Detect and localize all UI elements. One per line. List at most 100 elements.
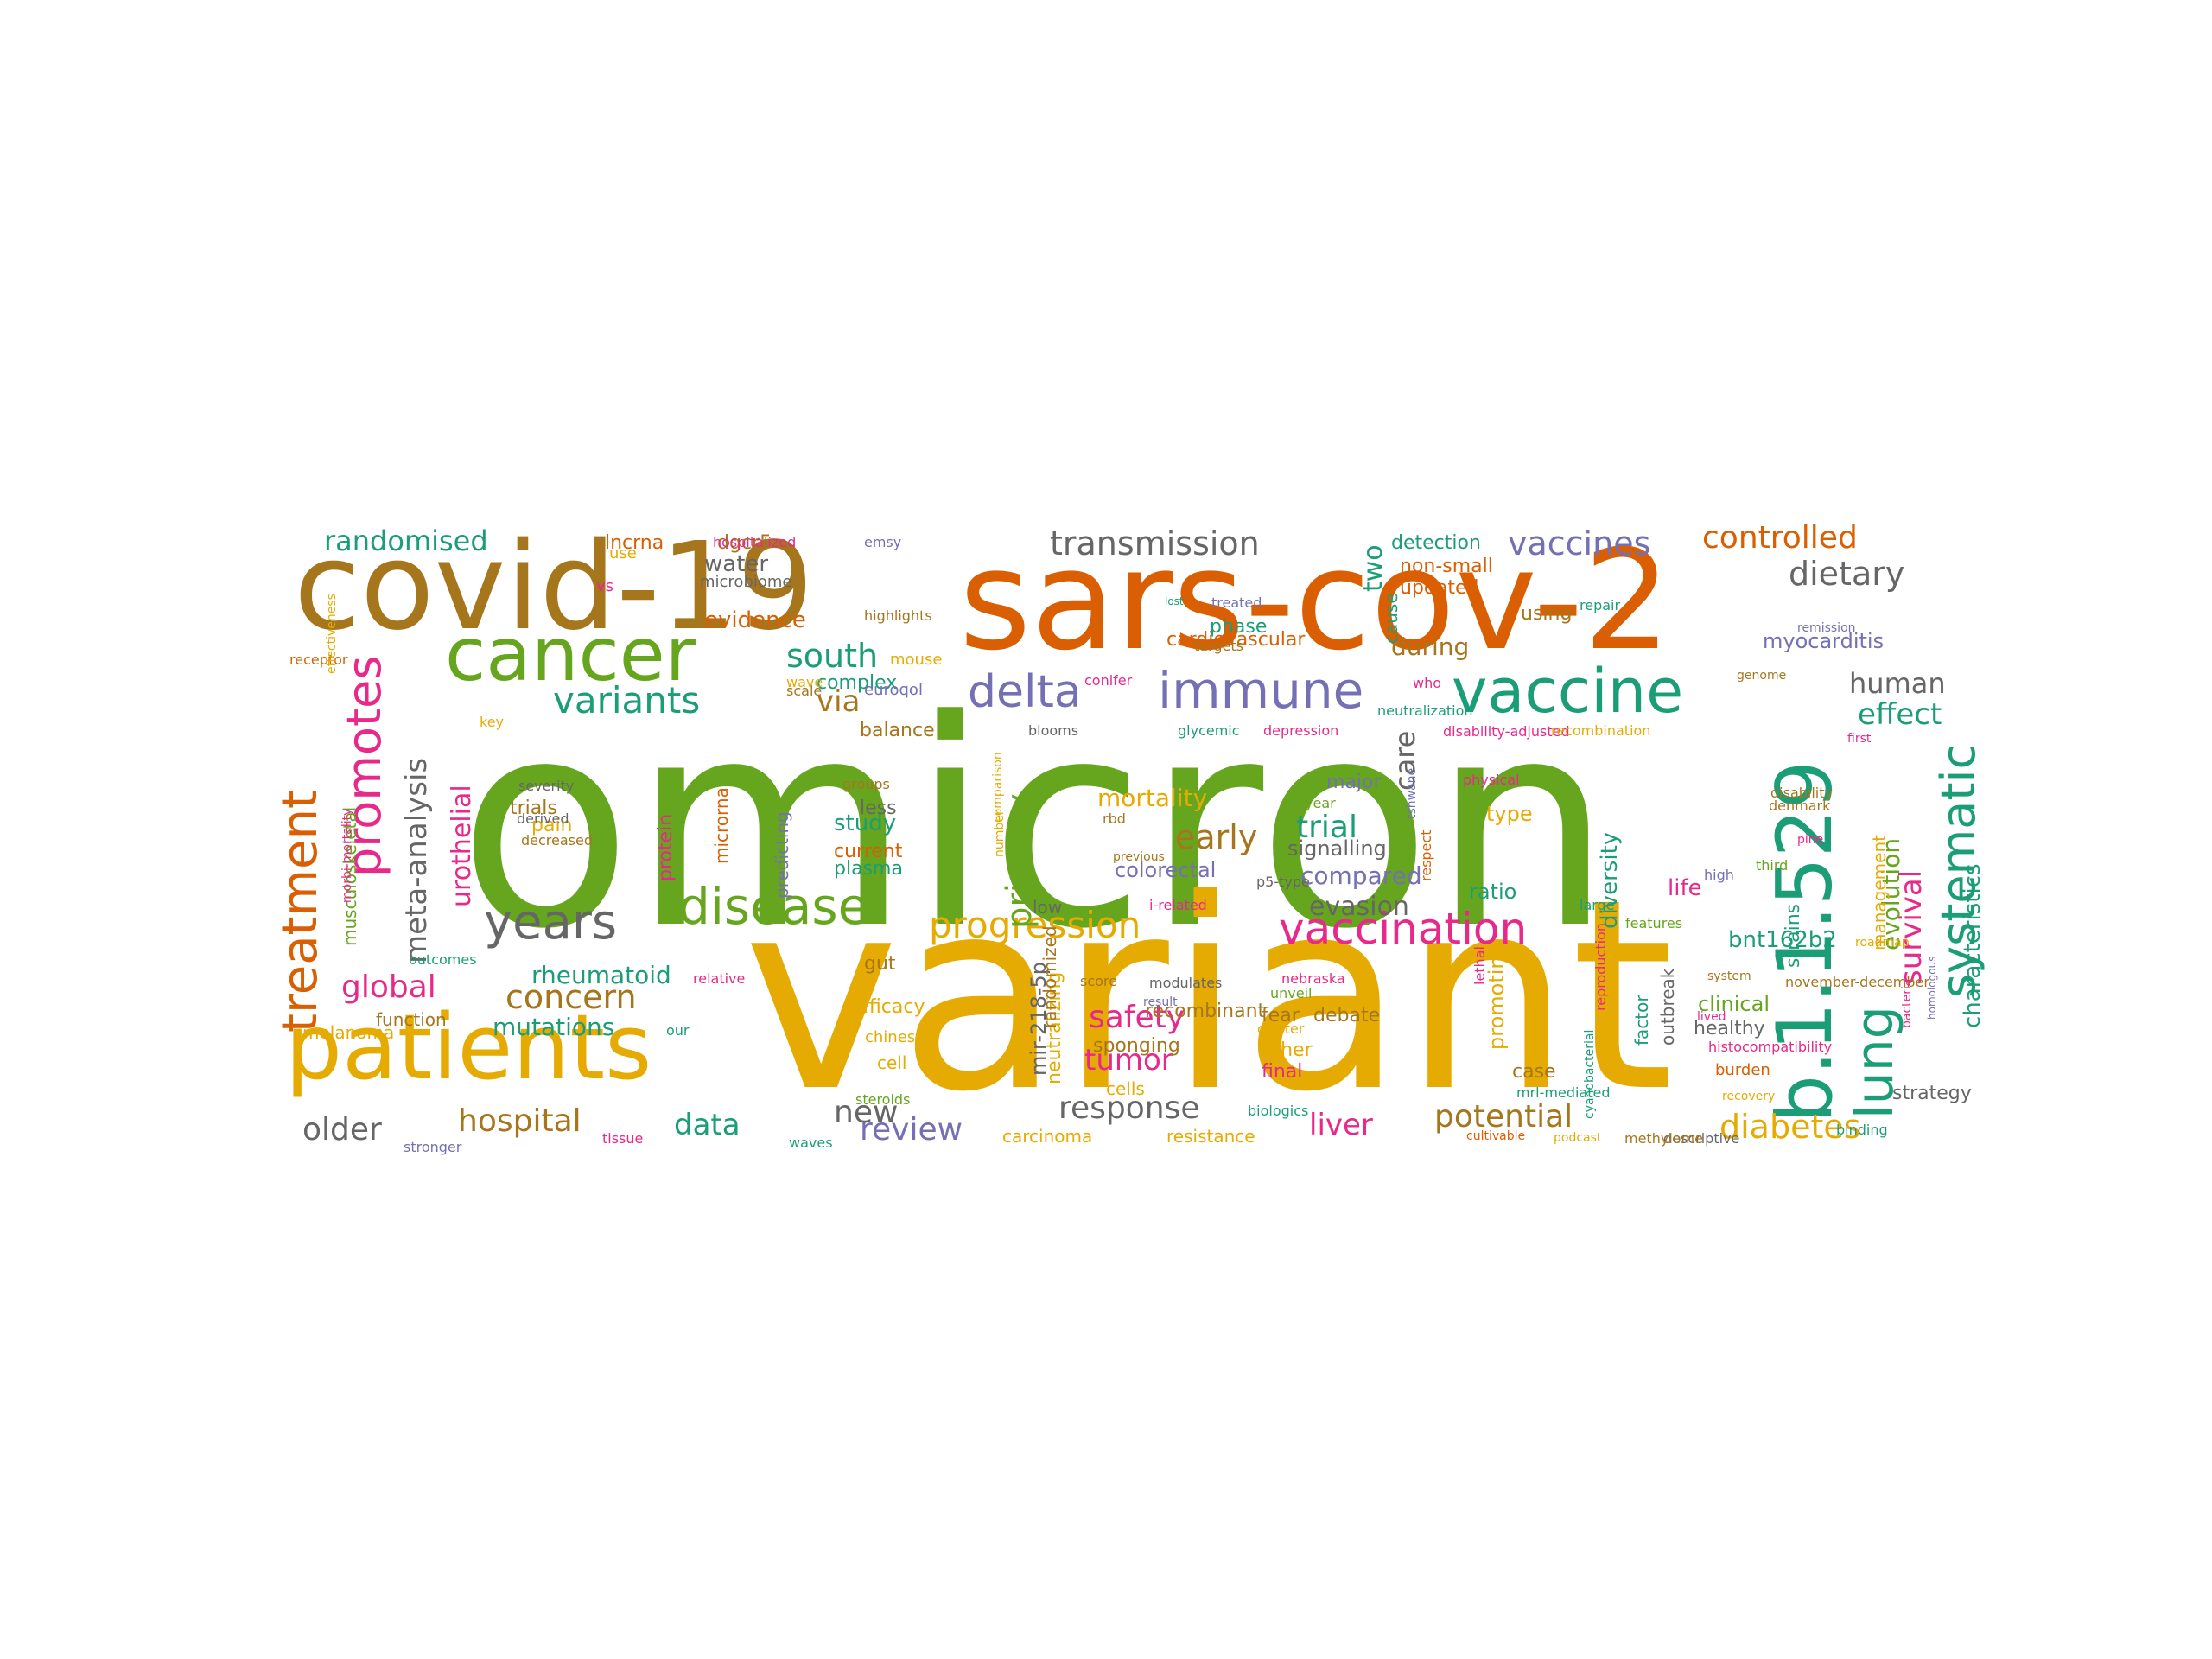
word-rheumatoid: rheumatoid	[531, 961, 671, 989]
word-diversity: diversity	[1597, 831, 1623, 929]
word-outbreak: outbreak	[1657, 968, 1678, 1046]
word-dgcr5: dgcr5	[717, 532, 772, 554]
word-neutralization: neutralization	[1377, 702, 1473, 719]
word-year: year	[1305, 795, 1336, 811]
word-signalling: signalling	[1287, 836, 1387, 861]
word-new: new	[834, 1095, 899, 1130]
word-our: our	[666, 1022, 690, 1039]
word-trials: trials	[510, 798, 557, 819]
word-reproduction: reproduction	[1592, 923, 1609, 1011]
word-protein: protein	[655, 813, 677, 881]
word-vaccination: vaccination	[1279, 904, 1528, 954]
word-colorectal: colorectal	[1115, 858, 1217, 882]
word-function: function	[376, 1009, 447, 1030]
word-bacteria: bacteria	[1900, 978, 1914, 1029]
word-final: final	[1262, 1061, 1303, 1083]
word-primary: primary	[1000, 793, 1039, 929]
word-biologics: biologics	[1248, 1103, 1309, 1119]
word-resistance: resistance	[1166, 1126, 1255, 1147]
word-recovery: recovery	[1722, 1090, 1776, 1103]
word-liver: liver	[1309, 1108, 1373, 1142]
word-burden: burden	[1715, 1061, 1770, 1079]
word-response: response	[1058, 1090, 1200, 1126]
word-fear: fear	[1262, 1005, 1300, 1027]
word-evidence: evidence	[704, 607, 806, 633]
word-microbiome: microbiome	[700, 573, 792, 591]
word-genome: genome	[1737, 669, 1787, 683]
word-use: use	[609, 544, 637, 563]
word-updated: updated	[1400, 577, 1479, 599]
word-rbd: rbd	[1103, 810, 1126, 827]
word-meta-analysis: meta-analysis	[399, 757, 434, 963]
word-strategy: strategy	[1892, 1083, 1972, 1104]
word-characteristics: characteristics	[1960, 863, 1986, 1028]
word-global: global	[341, 969, 436, 1005]
word-podcast: podcast	[1554, 1131, 1602, 1145]
word-sponging: sponging	[1093, 1035, 1180, 1057]
word-during: during	[1391, 632, 1470, 661]
word-who: who	[1413, 675, 1442, 691]
word-emsy: emsy	[864, 534, 902, 550]
word-binding: binding	[1836, 1122, 1888, 1138]
word-south: south	[786, 637, 879, 675]
word-cyanobacterial: cyanobacterial	[1583, 1029, 1597, 1119]
word-treatment: treatment	[272, 790, 328, 1033]
word-controlled: controlled	[1702, 520, 1858, 556]
word-detection: detection	[1391, 532, 1481, 554]
word-life: life	[1668, 875, 1702, 901]
word-third: third	[1756, 857, 1789, 874]
word-key: key	[480, 714, 505, 730]
word-derived: derived	[517, 810, 569, 827]
word-morbi-mortality: morbi-mortality	[340, 808, 354, 903]
word-lost: lost	[1165, 595, 1184, 607]
word-sars-cov-2: sars-cov-2	[959, 519, 1672, 681]
word-hospital: hospital	[458, 1103, 582, 1139]
word-review: review	[860, 1112, 963, 1147]
word-stronger: stronger	[404, 1139, 462, 1155]
word-large: large	[1580, 897, 1615, 913]
word-cluster: cluster	[1257, 1020, 1305, 1037]
word-potential: potential	[1434, 1099, 1573, 1135]
word-november-december: november-december	[1785, 974, 1929, 990]
word-receptor: receptor	[289, 652, 348, 668]
word-microrna: microrna	[711, 787, 732, 864]
word-wave: wave	[786, 674, 823, 690]
word-chinese: chinese	[865, 1028, 925, 1046]
word-blooms: blooms	[1028, 722, 1079, 739]
word-diabetes: diabetes	[1719, 1108, 1861, 1146]
word-cause: cause	[1381, 593, 1402, 644]
word-depression: depression	[1263, 722, 1339, 739]
word-lncrna: lncrna	[605, 532, 664, 554]
word-complex: complex	[817, 672, 898, 694]
word-tumor: tumor	[1084, 1043, 1173, 1077]
word-safety: safety	[1089, 1000, 1185, 1035]
word-glycemic: glycemic	[1178, 722, 1240, 739]
word-vaccine: vaccine	[1452, 656, 1684, 727]
word-patients: patients	[285, 995, 652, 1100]
word-respect: respect	[1418, 830, 1434, 881]
word-score: score	[1080, 973, 1117, 989]
word-waves: waves	[789, 1135, 833, 1151]
word-delta: delta	[968, 666, 1082, 718]
word-promoting: promoting	[1484, 943, 1509, 1050]
word-mrl-mediated: mrl-mediated	[1516, 1084, 1611, 1101]
word-study: study	[834, 810, 897, 836]
word-management: management	[1869, 835, 1890, 950]
word-highlights: highlights	[864, 607, 932, 624]
word-water: water	[704, 551, 769, 577]
word-variants: variants	[553, 679, 701, 721]
word-compared: compared	[1300, 861, 1422, 890]
word-years: years	[484, 894, 618, 950]
word-treated: treated	[1211, 594, 1262, 611]
word-outcomes: outcomes	[409, 951, 477, 968]
word-myocarditis: myocarditis	[1763, 629, 1885, 653]
word-randomised: randomised	[324, 524, 488, 557]
word-trial: trial	[1296, 810, 1357, 845]
word-vs: vs	[596, 577, 614, 595]
word-current: current	[834, 841, 903, 862]
word-lethal: lethal	[1471, 946, 1488, 985]
word-dietary: dietary	[1789, 555, 1905, 593]
word-randomized: randomized	[1039, 925, 1060, 1028]
word-type: type	[1486, 802, 1533, 826]
word-early: early	[1175, 818, 1258, 856]
